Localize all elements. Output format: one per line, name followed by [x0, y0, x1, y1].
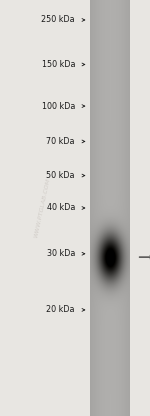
Text: 250 kDa: 250 kDa: [41, 15, 75, 25]
Text: 70 kDa: 70 kDa: [46, 137, 75, 146]
Text: 20 kDa: 20 kDa: [46, 305, 75, 314]
Text: 50 kDa: 50 kDa: [46, 171, 75, 180]
Text: 40 kDa: 40 kDa: [47, 203, 75, 213]
Text: 150 kDa: 150 kDa: [42, 60, 75, 69]
Text: 100 kDa: 100 kDa: [42, 102, 75, 111]
Text: 30 kDa: 30 kDa: [47, 249, 75, 258]
Text: WWW.PTGLAB.COM: WWW.PTGLAB.COM: [33, 178, 51, 238]
